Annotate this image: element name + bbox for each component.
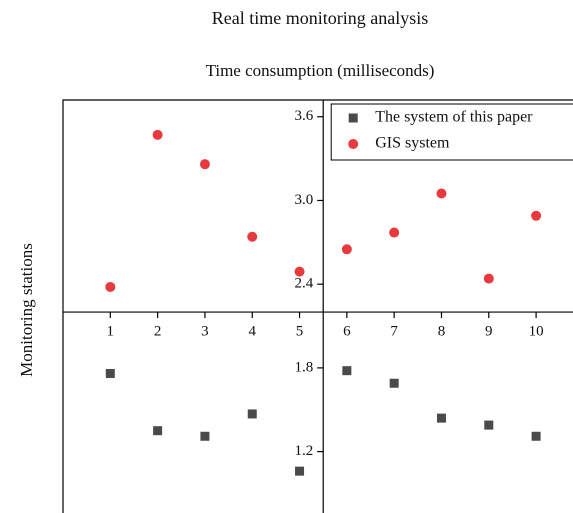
x-tick-label: 1 [107,324,115,340]
point [341,244,352,255]
x-tick-label: 10 [529,324,544,340]
x-tick-label: 4 [248,324,256,340]
y-tick-label: 3.6 [294,108,313,124]
legend-label: GIS system [375,135,450,152]
x-tick-label: 9 [485,324,493,340]
plot-frame [62,99,573,513]
y-axis-label: Monitoring stations [17,243,36,377]
point [247,409,257,419]
point [295,466,305,476]
point [389,378,399,388]
point [152,129,163,140]
point [483,273,494,284]
x-tick-label: 5 [296,324,304,340]
legend-marker [348,113,358,123]
legend-box [330,103,573,161]
point [199,159,210,170]
chart-title: Real time monitoring analysis [212,8,428,28]
y-tick-label: 1.2 [294,443,313,459]
point [247,231,258,242]
point [389,227,400,238]
point [105,281,116,292]
x-tick-label: 8 [438,324,446,340]
point [153,426,163,436]
point [531,431,541,441]
point [531,210,542,221]
x-tick-label: 6 [343,324,351,340]
x-tick-label: 3 [201,324,209,340]
y-tick-label: 1.8 [294,359,313,375]
x-tick-label: 7 [390,324,398,340]
point [105,368,115,378]
x-tick-label: 2 [154,324,162,340]
point [294,266,305,277]
point [200,431,210,441]
legend-label: The system of this paper [375,109,533,126]
point [436,413,446,423]
y-tick-label: 2.4 [294,276,313,292]
legend-marker [348,139,359,149]
point [484,420,494,430]
chart-subtitle: Time consumption (milliseconds) [206,61,435,80]
y-tick-label: 3.0 [294,192,313,208]
point [436,188,447,199]
point [342,366,352,376]
